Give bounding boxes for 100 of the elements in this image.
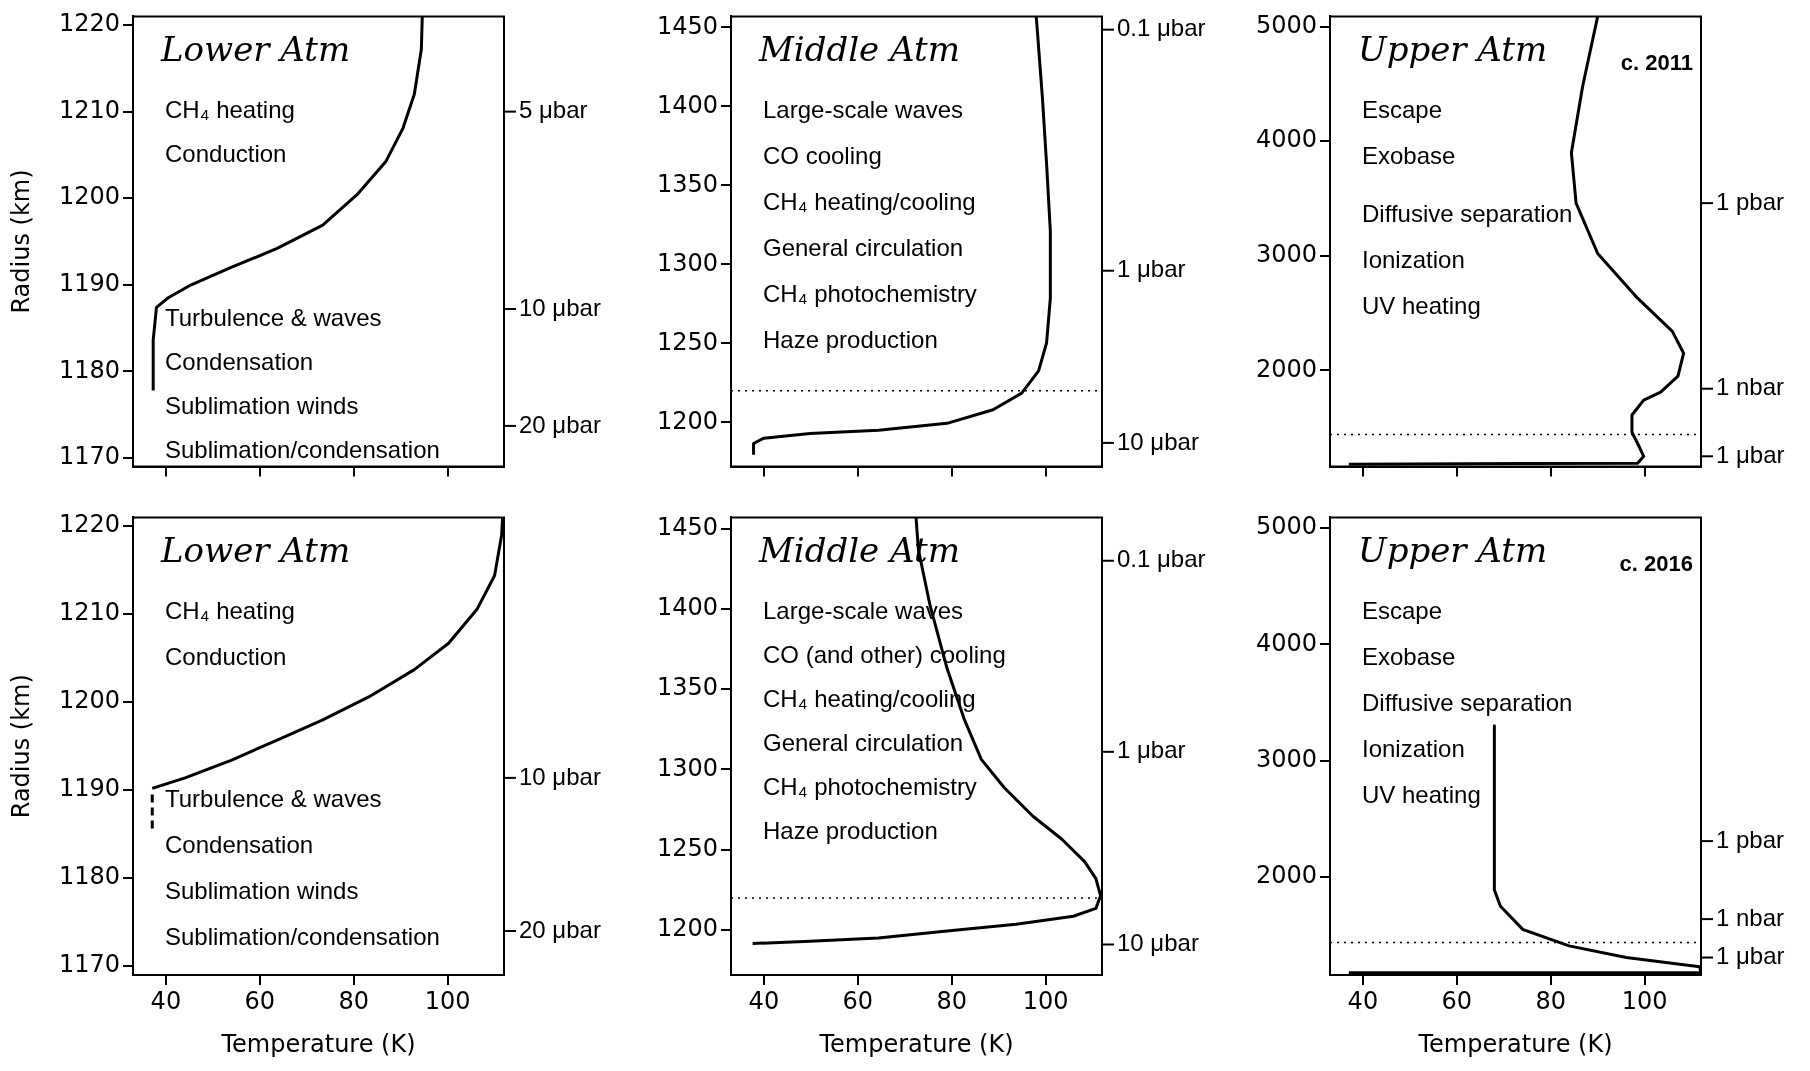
annotation: Large-scale waves [763,96,964,124]
annotation: Escape [1362,597,1443,625]
ref-line-label: 5 μbar [519,96,588,124]
chart-title: Middle Atm [758,29,960,70]
y-tick-label: 5000 [1255,10,1317,39]
annotation: Turbulence & waves [165,304,382,332]
ref-line-label: 10 μbar [1117,929,1199,957]
ref-line-label: 10 μbar [1117,427,1199,455]
annotation: Turbulence & waves [165,785,382,813]
y-tick-label: 3000 [1255,240,1317,269]
annotation: CH₄ photochemistry [763,280,977,308]
y-tick-label: 1350 [656,169,718,198]
ref-line-label: 20 μbar [519,915,601,943]
ref-line-label: 1 pbar [1716,187,1785,215]
y-tick-label: 2000 [1255,861,1317,890]
y-tick-label: 1210 [58,598,120,627]
y-tick-label: 1180 [58,355,120,384]
annotation: CH₄ heating [165,597,295,625]
annotation: Ionization [1362,246,1465,274]
y-tick-label: 1170 [58,950,120,979]
y-tick-label: 1400 [656,90,718,119]
annotation: Diffusive separation [1362,689,1573,717]
annotation: Condensation [165,348,314,376]
y-tick-label: 1250 [656,834,718,862]
annotation: Exobase [1362,643,1456,671]
annotation: Sublimation winds [165,877,359,905]
y-tick-label: 3000 [1255,744,1317,773]
text: c. 2016 [1619,551,1693,577]
chart-title: Lower Atm [160,29,351,70]
y-tick-label: 1200 [656,914,718,943]
annotation: Sublimation/condensation [165,436,440,464]
ref-line-label: 10 μbar [519,762,601,790]
ref-line-label: 20 μbar [519,410,601,438]
annotation: Haze production [763,817,938,845]
y-tick-label: 1350 [656,673,718,702]
chart-title: Upper Atm [1358,530,1548,571]
x-tick-label: 100 [1621,986,1668,1015]
annotation: Escape [1362,96,1443,124]
y-tick-label: 4000 [1255,628,1317,657]
ref-line-label: 1 μbar [1117,736,1186,764]
annotation: Condensation [165,831,314,859]
annotation: Sublimation winds [165,392,359,420]
x-tick-label: 60 [1441,986,1473,1015]
x-tick-label: 80 [1535,986,1566,1015]
y-tick-label: 1250 [656,327,718,356]
annotation: CH₄ heating/cooling [763,188,976,216]
annotation: General circulation [763,729,964,757]
annotation: Diffusive separation [1362,200,1573,228]
annotation: CH₄ photochemistry [763,773,977,801]
y-tick-label: 1200 [656,406,718,435]
ref-line-label: 1 μbar [1716,440,1785,468]
chart-title: Lower Atm [160,530,351,571]
y-tick-label: 5000 [1255,512,1317,541]
annotation: Exobase [1362,142,1456,170]
y-tick-label: 1190 [58,774,120,803]
x-tick-label: 80 [338,986,369,1015]
annotation: CO cooling [763,142,882,170]
y-axis-title: Radius (km) [6,169,35,314]
y-tick-label: 1180 [58,862,120,891]
y-tick-label: 2000 [1255,354,1317,383]
ref-line-label: 1 pbar [1716,825,1785,853]
y-tick-label: 4000 [1255,125,1317,154]
annotation: Conduction [165,140,287,168]
y-tick-label: 1450 [656,512,718,541]
annotation: Ionization [1362,735,1465,763]
y-tick-label: 1450 [656,11,718,40]
y-tick-label: 1220 [58,510,120,539]
ref-line-label: 1 nbar [1716,373,1785,401]
x-axis-title: Temperature (K) [1417,1029,1613,1058]
ref-line-label: 10 μbar [519,293,601,321]
x-tick-label: 100 [424,986,471,1015]
x-tick-label: 100 [1022,986,1069,1015]
ref-line-label: 1 μbar [1117,255,1186,283]
annotation: UV heating [1362,781,1481,809]
annotation: Haze production [763,326,938,354]
y-tick-label: 1200 [58,686,120,715]
x-tick-label: 40 [748,986,780,1015]
x-tick-label: 60 [244,986,276,1015]
y-tick-label: 1170 [58,442,120,471]
annotation: General circulation [763,234,964,262]
y-tick-label: 1400 [656,593,718,622]
text: c. 2011 [1620,50,1693,76]
x-tick-label: 60 [842,986,874,1015]
ref-line-label: 1 μbar [1716,942,1785,970]
x-tick-label: 40 [1347,986,1379,1015]
annotation: Sublimation/condensation [165,923,440,951]
ref-line-label: 1 nbar [1716,903,1785,931]
ref-line-label: 0.1 μbar [1117,545,1206,573]
x-tick-label: 80 [936,986,967,1015]
ref-line-label: 0.1 μbar [1117,14,1206,42]
y-tick-label: 1190 [58,269,120,298]
y-axis-title: Radius (km) [6,674,35,819]
y-tick-label: 1210 [58,95,120,124]
y-tick-label: 1300 [656,248,718,277]
annotation: UV heating [1362,292,1481,320]
y-tick-label: 1300 [656,753,718,782]
x-axis-title: Temperature (K) [818,1029,1014,1058]
chart-title: Upper Atm [1358,29,1548,70]
x-axis-title: Temperature (K) [220,1029,416,1058]
x-tick-label: 40 [150,986,182,1015]
